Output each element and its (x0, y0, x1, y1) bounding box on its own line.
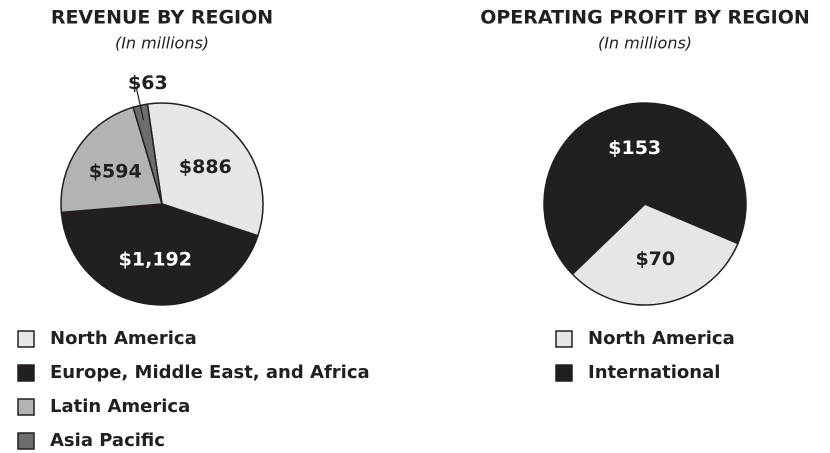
data-label: $594 (89, 161, 142, 183)
legend-label: Latin America (50, 396, 190, 417)
legend-label: Europe, Middle East, and Africa (50, 362, 370, 383)
pie-slice (543, 102, 747, 276)
pie-slice (60, 106, 163, 214)
data-label: $886 (179, 156, 232, 178)
chart-title: OPERATING PROFIT BY REGION (480, 7, 810, 29)
chart-title: REVENUE BY REGION (51, 7, 273, 29)
legend-swatch (17, 330, 35, 348)
data-label: $1,192 (119, 249, 192, 271)
legend-swatch (17, 364, 35, 382)
chart-subtitle: (In millions) (598, 34, 692, 53)
pie-slice (571, 203, 739, 306)
pie-slice (60, 203, 259, 306)
legend-label: Asia Pacific (50, 430, 165, 451)
legend-label: North America (50, 328, 197, 349)
data-label: $153 (608, 137, 661, 159)
pie-slice (146, 102, 264, 237)
legend-label: International (588, 362, 720, 383)
data-label: $70 (635, 248, 675, 270)
legend-swatch (17, 398, 35, 416)
legend-swatch (555, 330, 573, 348)
legend-swatch (17, 432, 35, 450)
legend-swatch (555, 364, 573, 382)
leader-line (135, 88, 145, 121)
chart-subtitle: (In millions) (115, 34, 209, 53)
legend-label: North America (588, 328, 735, 349)
data-label: $63 (128, 72, 168, 94)
